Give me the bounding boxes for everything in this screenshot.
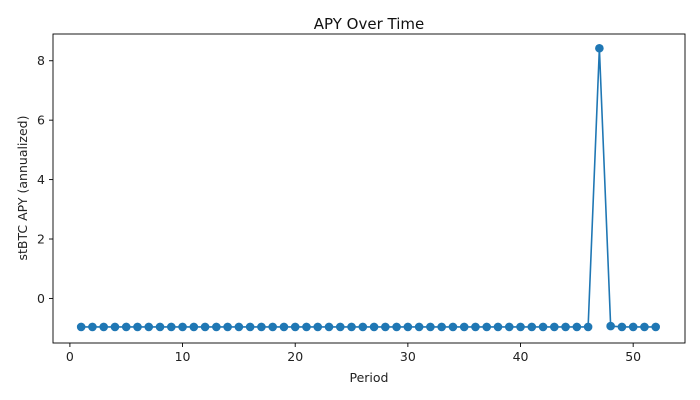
apy-data-point (110, 322, 120, 332)
y-tick-label: 6 (37, 113, 45, 128)
apy-data-point (640, 322, 649, 332)
x-tick-label: 50 (625, 349, 641, 364)
apy-data-point (471, 322, 480, 332)
apy-data-point (628, 322, 638, 332)
x-tick-label: 40 (513, 349, 529, 364)
apy-data-point (313, 322, 323, 332)
y-tick-label: 8 (37, 53, 45, 68)
apy-data-point (99, 322, 108, 332)
apy-data-point (493, 322, 503, 332)
apy-data-point (88, 322, 97, 332)
apy-data-point (121, 322, 131, 332)
apy-data-point (133, 322, 142, 332)
x-tick-label: 20 (287, 349, 303, 364)
apy-series-line (81, 47, 656, 328)
apy-data-point (144, 322, 154, 332)
apy-data-point (583, 322, 593, 332)
apy-data-point (550, 322, 559, 332)
y-tick-label: 2 (37, 232, 45, 247)
apy-data-point (572, 322, 582, 332)
plot-area-frame (52, 33, 686, 344)
apy-data-point (335, 322, 345, 332)
x-axis-ticks: 0 10 20 30 40 50 (66, 343, 641, 364)
apy-data-point (189, 322, 199, 332)
y-axis-ticks: 0 2 4 6 8 (37, 53, 53, 306)
x-tick-label: 30 (400, 349, 416, 364)
chart-title: APY Over Time (314, 15, 424, 33)
apy-data-point (290, 322, 300, 332)
apy-data-point (245, 322, 255, 332)
series-layer (76, 43, 661, 332)
apy-data-point (155, 322, 165, 332)
apy-data-point (527, 322, 537, 332)
apy-data-point (392, 322, 401, 332)
apy-data-point (516, 322, 525, 332)
y-tick-label: 4 (37, 172, 45, 187)
apy-data-point (381, 322, 390, 332)
apy-data-point (358, 322, 368, 332)
apy-data-point (538, 322, 548, 332)
apy-data-point (212, 322, 221, 332)
x-tick-label: 0 (66, 349, 74, 364)
apy-data-point (200, 322, 210, 332)
y-axis-label: stBTC APY (annualized) (15, 116, 30, 261)
apy-data-point (324, 322, 334, 332)
apy-data-point (437, 322, 446, 332)
apy-data-point (403, 322, 413, 332)
apy-data-point (257, 322, 266, 332)
apy-data-point (426, 322, 435, 332)
x-axis-label: Period (350, 370, 389, 385)
apy-data-point (223, 322, 232, 332)
x-tick-label: 10 (175, 349, 191, 364)
apy-data-point (561, 322, 570, 332)
apy-data-point (617, 322, 627, 332)
apy-data-point (651, 322, 661, 332)
apy-data-point (347, 322, 356, 332)
apy-data-point (459, 322, 469, 332)
apy-data-point (482, 322, 492, 332)
apy-data-point (606, 321, 615, 331)
apy-data-point (279, 322, 289, 332)
apy-data-point (414, 322, 424, 332)
apy-data-point (166, 322, 176, 332)
apy-data-point (234, 322, 244, 332)
apy-data-point (448, 322, 458, 332)
apy-data-point (76, 322, 86, 332)
apy-data-point (302, 322, 311, 332)
apy-data-point (369, 322, 379, 332)
apy-data-point (595, 43, 604, 53)
y-tick-label: 0 (37, 291, 45, 306)
apy-data-point (504, 322, 514, 332)
apy-data-point (268, 322, 277, 332)
apy-data-point (178, 322, 187, 332)
